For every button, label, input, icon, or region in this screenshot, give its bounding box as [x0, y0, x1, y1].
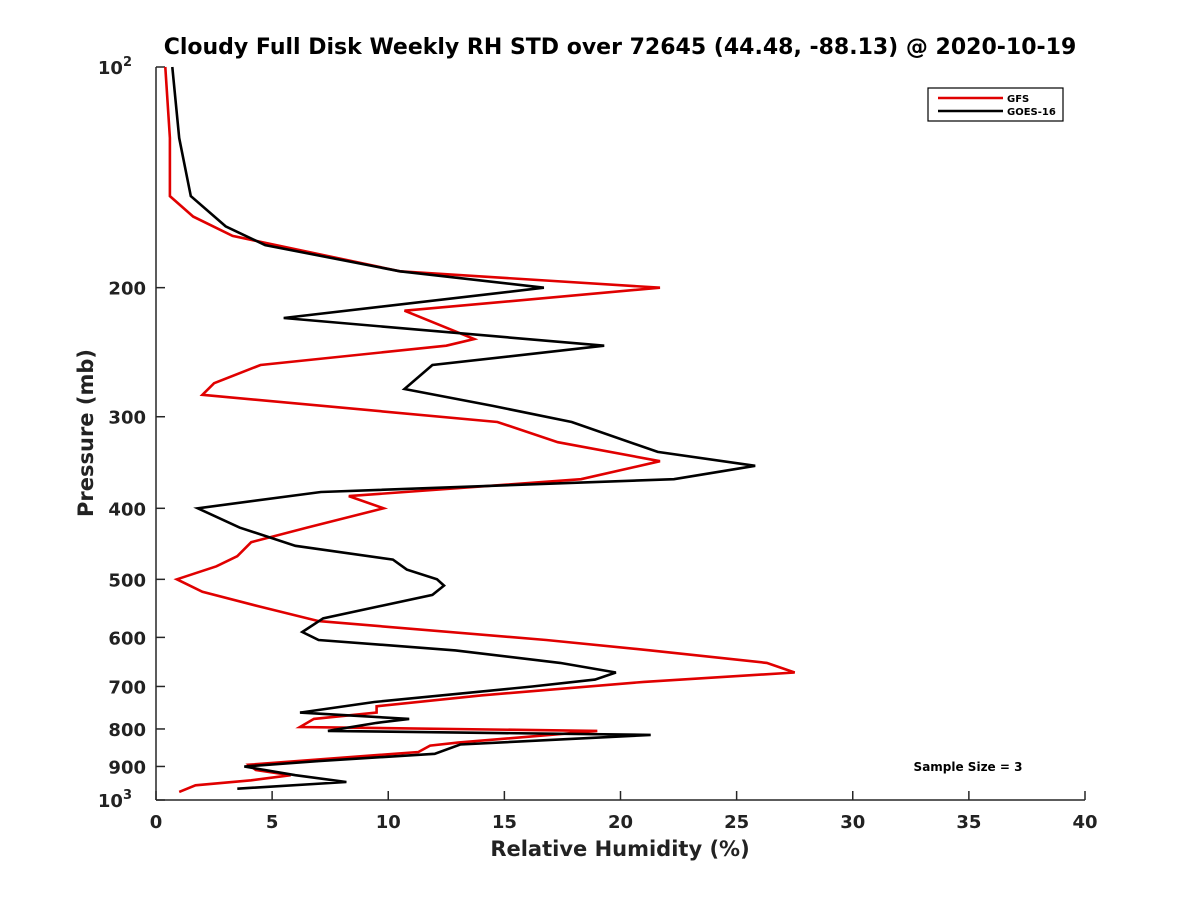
x-axis-label: Relative Humidity (%)	[490, 837, 749, 861]
x-tick-label: 5	[266, 812, 279, 833]
y-tick-label: 103	[98, 788, 132, 812]
x-tick-label: 10	[376, 812, 401, 833]
y-tick-label: 800	[108, 720, 146, 741]
x-tick-label: 40	[1072, 812, 1097, 833]
y-tick-label: 600	[108, 628, 146, 649]
y-tick-label: 400	[108, 499, 146, 520]
x-tick-label: 35	[956, 812, 981, 833]
series-line-goes-16	[171, 66, 756, 790]
legend: GFS GOES-16	[927, 87, 1064, 122]
y-tick-label: 900	[108, 757, 146, 778]
y-tick-label: 500	[108, 570, 146, 591]
y-tick-label: 700	[108, 677, 146, 698]
legend-label-gfs: GFS	[1007, 94, 1029, 105]
x-tick-label: 20	[608, 812, 633, 833]
y-tick-label: 200	[108, 279, 146, 300]
y-tick-label: 102	[98, 55, 132, 79]
x-tick-label: 15	[492, 812, 517, 833]
y-tick-label: 300	[108, 408, 146, 429]
legend-label-goes-16: GOES-16	[1007, 107, 1056, 118]
plot-area: 0 5 10 15 20 25 30 35 40 102 200 300 400 500 600 700 800…	[98, 55, 1098, 833]
x-tick-label: 25	[724, 812, 749, 833]
x-tick-label: 0	[150, 812, 163, 833]
sample-size-annotation: Sample Size = 3	[914, 760, 1023, 774]
y-axis-label: Pressure (mb)	[74, 349, 98, 517]
x-tick-label: 30	[840, 812, 865, 833]
series-line-gfs	[164, 66, 796, 794]
chart-title: Cloudy Full Disk Weekly RH STD over 7264…	[164, 35, 1077, 60]
legend-box	[927, 87, 1064, 122]
